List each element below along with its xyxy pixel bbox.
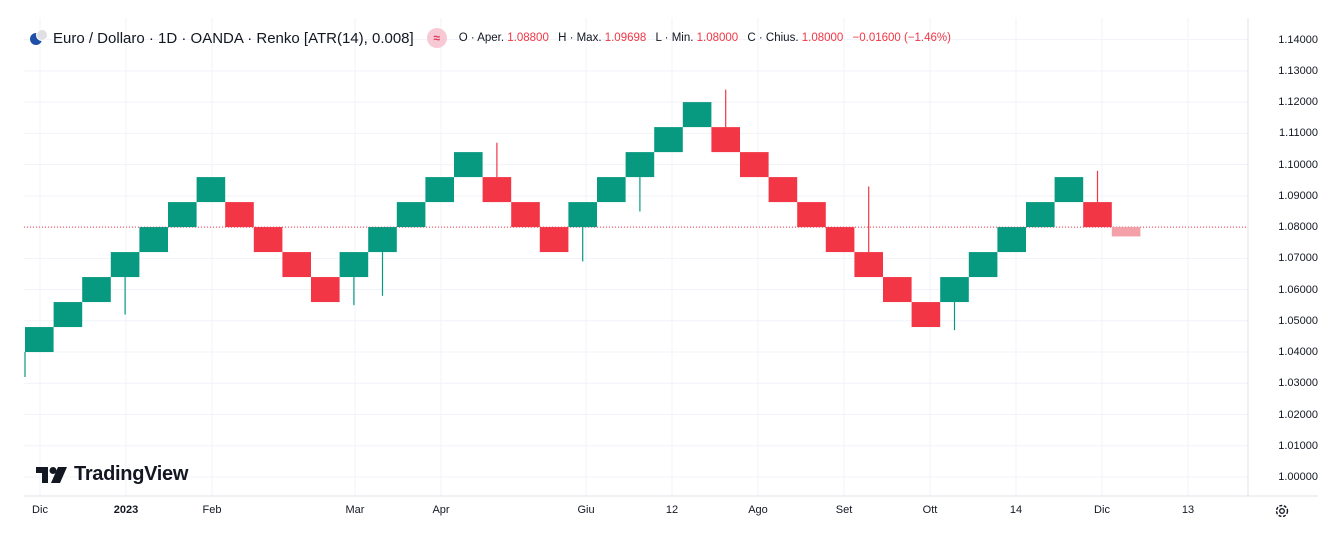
y-tick-label: 1.02000 [1278, 408, 1318, 421]
y-tick-label: 1.03000 [1278, 377, 1318, 390]
renko-brick-down [797, 202, 826, 228]
renko-brick-up [682, 102, 712, 128]
chart-title[interactable]: Euro / Dollaro · 1D · OANDA · Renko [ATR… [53, 29, 414, 47]
close-value: 1.08000 [801, 32, 844, 44]
y-tick-label: 1.07000 [1278, 252, 1318, 265]
open-value: 1.08800 [507, 32, 549, 44]
y-tick-label: 1.11000 [1279, 127, 1318, 140]
ohlc-values: O · Aper. 1.08800 H · Max. 1.09698 L · M… [459, 32, 951, 44]
indicator-badge[interactable]: ≈ [426, 28, 447, 48]
renko-brick-down [768, 177, 798, 203]
renko-brick-down [911, 302, 941, 328]
renko-brick-up [110, 252, 140, 278]
x-tick-label: Mar [345, 504, 365, 516]
y-tick-label: 1.00000 [1278, 471, 1318, 483]
y-tick-label: 1.05000 [1278, 314, 1318, 327]
y-tick-label: 1.13000 [1278, 64, 1318, 77]
logo-text: TradingView [74, 463, 189, 485]
renko-brick-up [454, 152, 483, 178]
change-value: −0.01600 (−1.46%) [852, 32, 951, 44]
renko-brick-up [597, 177, 626, 203]
x-tick-label: Dic [32, 504, 48, 516]
grid [24, 18, 1248, 496]
renko-brick-up [568, 202, 597, 228]
renko-brick-up [940, 277, 969, 303]
renko-brick-up [25, 327, 54, 353]
renko-brick-down [225, 202, 254, 228]
y-tick-label: 1.09000 [1278, 189, 1318, 202]
low-label: L · Min. [655, 32, 694, 44]
renko-brick-down [511, 202, 540, 228]
renko-brick-up [1054, 177, 1084, 203]
x-tick-label: Feb [202, 504, 222, 516]
y-tick-label: 1.10000 [1278, 158, 1318, 171]
renko-brick-down [539, 227, 569, 253]
renko-brick-down [711, 127, 740, 153]
close-label: C · Chius. [747, 32, 799, 44]
x-tick-label: Ott [922, 504, 938, 516]
currency-flags-icon[interactable] [30, 29, 48, 47]
high-label: H · Max. [558, 32, 602, 44]
axis-frame [24, 18, 1318, 497]
x-tick-label: Apr [432, 504, 450, 516]
renko-brick-down [1083, 202, 1112, 228]
x-tick-label: Dic [1094, 504, 1110, 516]
renko-brick-down [282, 252, 311, 278]
wicks [24, 89, 1099, 378]
renko-brick-up [625, 152, 655, 178]
x-tick-label: Giu [577, 504, 595, 516]
tradingview-logo-icon [36, 466, 67, 483]
renko-brick-down [825, 227, 855, 253]
renko-brick-up [997, 227, 1026, 253]
settings-gear-icon[interactable] [1274, 503, 1290, 519]
chart-header: Euro / Dollaro · 1D · OANDA · Renko [ATR… [30, 27, 951, 49]
renko-brick-down [482, 177, 512, 203]
renko-brick-up [139, 227, 168, 253]
renko-brick-up [396, 202, 426, 228]
y-tick-label: 1.12000 [1278, 96, 1318, 109]
renko-brick-up [196, 177, 226, 203]
x-tick-label: 13 [1181, 504, 1195, 516]
renko-brick-down [253, 227, 283, 253]
x-tick-label: 14 [1009, 504, 1023, 516]
renko-brick-up [53, 302, 83, 328]
x-tick-label: Ago [748, 504, 768, 516]
tradingview-logo[interactable]: TradingView [36, 463, 188, 486]
high-value: 1.09698 [604, 32, 647, 44]
renko-brick-down [854, 252, 883, 278]
x-tick-label: 2023 [113, 504, 139, 516]
y-tick-label: 1.01000 [1278, 439, 1318, 452]
renko-brick-up [368, 227, 397, 253]
open-label: O · Aper. [458, 32, 505, 44]
renko-brick-down [740, 152, 769, 178]
x-tick-label: Set [835, 504, 853, 516]
renko-brick-up [1026, 202, 1055, 228]
bricks [25, 102, 1141, 353]
renko-brick-up [168, 202, 197, 228]
x-tick-label: 12 [665, 504, 679, 516]
y-tick-label: 1.04000 [1278, 346, 1318, 359]
renko-brick-pending [1111, 227, 1141, 237]
renko-brick-up [968, 252, 998, 278]
renko-brick-up [425, 177, 454, 203]
y-tick-label: 1.08000 [1278, 221, 1318, 234]
renko-brick-up [654, 127, 683, 153]
renko-brick-up [82, 277, 111, 303]
renko-brick-down [883, 277, 912, 303]
renko-brick-down [311, 277, 340, 303]
renko-brick-up [339, 252, 369, 278]
y-tick-label: 1.14000 [1278, 33, 1318, 46]
y-tick-label: 1.06000 [1278, 283, 1318, 296]
low-value: 1.08000 [696, 32, 739, 44]
